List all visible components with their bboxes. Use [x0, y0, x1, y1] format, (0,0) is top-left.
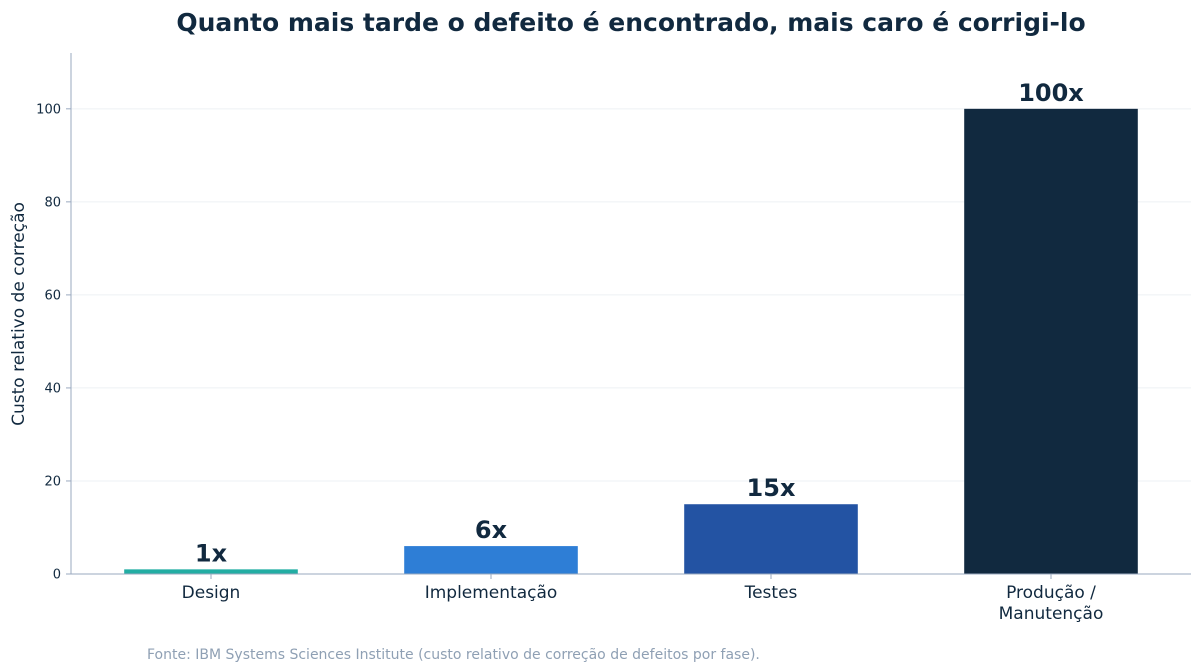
x-tick-labels: Design Implementação Testes Produção /Manut… — [182, 574, 1104, 624]
data-label: 6x — [475, 516, 508, 544]
y-ticks: 0 20 40 60 80 100 — [36, 102, 71, 583]
y-tick-label: 0 — [53, 568, 61, 583]
y-tick-label: 40 — [44, 381, 61, 396]
x-tick-label: Manutenção — [999, 604, 1104, 624]
x-tick-label: Implementação — [425, 583, 558, 603]
y-tick-label: 60 — [44, 288, 61, 303]
chart-title: Quanto mais tarde o defeito é encontrado… — [176, 8, 1085, 37]
x-tick-label: Produção / — [1006, 583, 1096, 603]
x-tick-label: Design — [182, 583, 241, 603]
bar — [404, 546, 578, 574]
y-tick-label: 80 — [44, 195, 61, 210]
bar — [684, 504, 858, 574]
source-note: Fonte: IBM Systems Sciences Institute (c… — [147, 647, 760, 663]
y-tick-label: 20 — [44, 474, 61, 489]
y-tick-label: 100 — [36, 102, 61, 117]
data-label: 15x — [747, 474, 796, 502]
data-label: 100x — [1018, 79, 1084, 107]
bar — [964, 108, 1138, 575]
x-tick-label: Testes — [744, 583, 798, 603]
data-labels: 1x 6x 15x 100x — [195, 79, 1084, 568]
data-label: 1x — [195, 539, 228, 567]
bars — [124, 108, 1138, 575]
y-axis-label: Custo relativo de correção — [9, 202, 29, 426]
bar — [124, 569, 298, 574]
